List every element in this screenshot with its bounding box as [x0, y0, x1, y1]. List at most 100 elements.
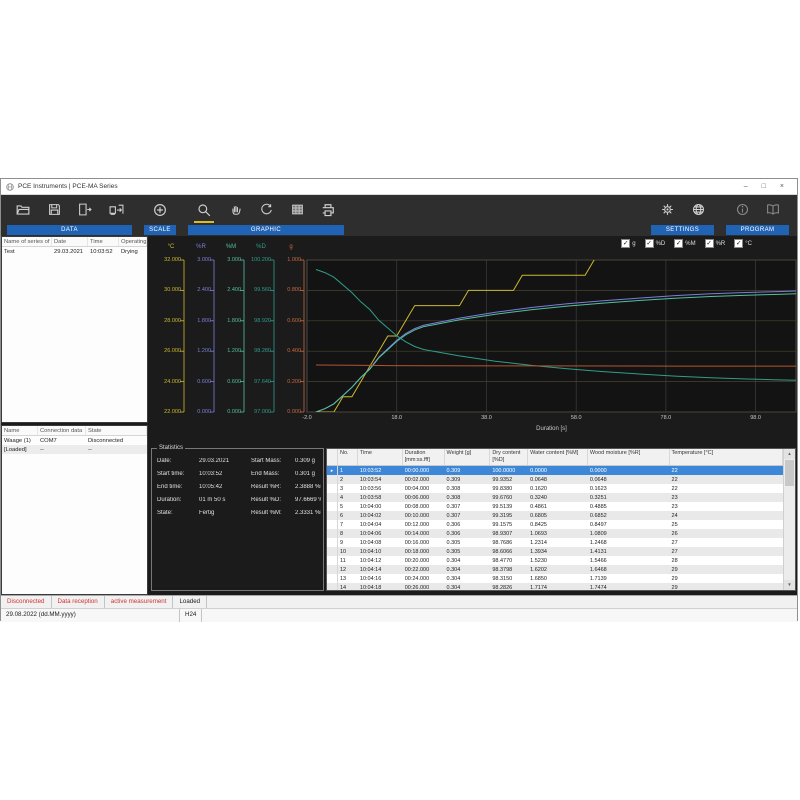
column-header[interactable]: Dry content [%D] — [490, 449, 529, 465]
open-file-button[interactable] — [9, 198, 37, 222]
table-row[interactable]: 5 10:04:00 00:08.000 0.307 99.5139 0.4861 0.48… — [327, 502, 783, 511]
column-header[interactable]: State — [86, 426, 147, 435]
table-row[interactable]: 12 10:04:14 00:22.000 0.304 98.3798 1.6202 1.6… — [327, 565, 783, 574]
export-file-button[interactable] — [71, 198, 99, 222]
checkbox-icon[interactable]: ✓ — [644, 239, 654, 248]
legend-item-%R[interactable]: ✓ %R — [704, 239, 725, 248]
column-header[interactable]: Time — [88, 237, 119, 246]
row-selector[interactable] — [327, 511, 338, 520]
legend-item-g[interactable]: ✓ g — [621, 239, 636, 248]
row-selector[interactable] — [327, 574, 338, 583]
table-cell: 1.4131 — [589, 548, 607, 555]
table-row[interactable]: [Loaded] -- -- — [2, 445, 147, 454]
minimize-button[interactable]: – — [743, 183, 748, 190]
manual-button[interactable] — [759, 198, 787, 222]
column-header[interactable]: No. — [338, 449, 358, 465]
table-cell: 10:03:56 — [359, 485, 382, 492]
zoom-extents-button[interactable] — [146, 198, 174, 222]
table-row[interactable]: ▸ 1 10:03:52 00:00.000 0.309 100.0000 0.0000 0.… — [327, 466, 783, 475]
column-header[interactable]: Weight [g] — [445, 449, 491, 465]
export-device-button[interactable] — [102, 198, 130, 222]
axis-tick-label: 28.000 — [164, 317, 181, 324]
row-selector[interactable] — [327, 493, 338, 502]
export-file-icon — [79, 203, 92, 216]
table-cell: 0.6852 — [589, 512, 607, 519]
checkbox-icon[interactable]: ✓ — [621, 239, 631, 248]
table-cell: 100.0000 — [492, 467, 516, 474]
table-cell: 29 — [671, 584, 678, 591]
table-row[interactable]: 2 10:03:54 00:02.000 0.309 99.9352 0.0648 0.06… — [327, 475, 783, 484]
row-selector[interactable]: ▸ — [327, 466, 338, 475]
axis-title-g: g — [289, 244, 293, 250]
table-row[interactable]: 4 10:03:58 00:06.000 0.308 99.6760 0.3240 0.32… — [327, 493, 783, 502]
scrollbar-thumb[interactable] — [785, 460, 794, 486]
row-selector[interactable] — [327, 529, 338, 538]
row-selector[interactable] — [327, 538, 338, 547]
table-header: No. Time Duration [mm:ss.fff] Weight [g] Dry… — [327, 449, 783, 466]
checkbox-icon[interactable]: ✓ — [734, 239, 744, 248]
table-cell: 0.309 — [446, 476, 461, 483]
table-row[interactable]: 11 10:04:12 00:20.000 0.304 98.4770 1.5230 1.5… — [327, 556, 783, 565]
legend-item-%M[interactable]: ✓ %M — [674, 239, 696, 248]
column-header[interactable]: Time — [358, 449, 403, 465]
row-selector[interactable] — [327, 583, 338, 590]
table-cell: 0.0000 — [530, 467, 547, 474]
measurement-table-body[interactable]: No. Time Duration [mm:ss.fff] Weight [g] Dry… — [327, 449, 783, 590]
settings-button[interactable] — [653, 198, 681, 222]
table-view-button[interactable] — [283, 198, 311, 222]
table-row[interactable]: 14 10:04:18 00:26.000 0.304 98.2826 1.7174 1.7… — [327, 583, 783, 590]
table-cell: Disconnected — [88, 437, 124, 444]
row-selector[interactable] — [327, 502, 338, 511]
table-cell: 00:14.000 — [404, 530, 430, 537]
export-device-icon — [109, 204, 123, 215]
axis-tick-label: 1.800 — [227, 317, 241, 324]
series-list-table[interactable]: Name of series of me...DateTimeOperating… — [1, 236, 148, 423]
table-row[interactable]: 3 10:03:56 00:04.000 0.308 99.8380 0.1620 0.16… — [327, 484, 783, 493]
chart-plot[interactable] — [148, 236, 800, 444]
table-scrollbar[interactable]: ▲ ▼ — [783, 449, 795, 590]
row-selector[interactable] — [327, 565, 338, 574]
table-row[interactable]: 7 10:04:04 00:12.000 0.306 99.1575 0.8425 0.84… — [327, 520, 783, 529]
column-header[interactable]: Name of series of me... — [2, 237, 52, 246]
table-row[interactable]: Test 29.03.2021 10:03:52 Drying — [2, 247, 147, 256]
save-button[interactable] — [40, 198, 68, 222]
info-button[interactable] — [728, 198, 756, 222]
table-row[interactable]: 6 10:04:02 00:10.000 0.307 99.3195 0.6805 0.68… — [327, 511, 783, 520]
scroll-down-icon[interactable]: ▼ — [784, 580, 795, 590]
maximize-button[interactable]: □ — [761, 183, 766, 190]
stat-value: 2.3331 %M — [295, 510, 321, 516]
table-row[interactable]: 9 10:04:08 00:16.000 0.305 98.7686 1.2314 1.24… — [327, 538, 783, 547]
table-row[interactable]: 8 10:04:06 00:14.000 0.306 98.9307 1.0693 1.08… — [327, 529, 783, 538]
legend-item-%D[interactable]: ✓ %D — [644, 239, 665, 248]
table-row[interactable]: Waage (1) COM7 Disconnected — [2, 436, 147, 445]
row-selector[interactable] — [327, 475, 338, 484]
info-icon — [736, 203, 748, 216]
column-header[interactable]: Name — [2, 426, 38, 435]
table-row[interactable]: 13 10:04:16 00:24.000 0.304 98.3150 1.6850 1.7… — [327, 574, 783, 583]
column-header[interactable]: Wood moisture [%R] — [588, 449, 670, 465]
column-header[interactable]: Connection data — [38, 426, 86, 435]
column-header[interactable]: Duration [mm:ss.fff] — [403, 449, 445, 465]
table-cell: 00:24.000 — [404, 575, 430, 582]
scroll-up-icon[interactable]: ▲ — [784, 449, 795, 459]
language-button[interactable] — [684, 198, 712, 222]
row-selector[interactable] — [327, 520, 338, 529]
zoom-button[interactable] — [190, 198, 218, 223]
close-button[interactable]: × — [779, 183, 784, 190]
row-selector[interactable] — [327, 484, 338, 493]
table-row[interactable]: 10 10:04:10 00:18.000 0.305 98.6066 1.3934 1.4… — [327, 547, 783, 556]
checkbox-icon[interactable]: ✓ — [674, 239, 684, 248]
column-header[interactable]: Date — [52, 237, 88, 246]
print-button[interactable] — [314, 198, 342, 222]
row-selector[interactable] — [327, 556, 338, 565]
column-header[interactable]: Water content [%M] — [528, 449, 588, 465]
column-header[interactable]: Temperature [°C] — [670, 449, 783, 465]
checkbox-icon[interactable]: ✓ — [704, 239, 714, 248]
row-selector[interactable] — [327, 547, 338, 556]
pan-button[interactable] — [221, 198, 249, 222]
axis-tick-label: 98.280 — [254, 348, 271, 355]
device-list-table[interactable]: Name Connection data State Waage (1) COM7 Dis… — [1, 425, 148, 595]
reset-view-button[interactable] — [252, 198, 280, 222]
column-header[interactable]: Operating ... — [121, 237, 147, 246]
legend-item-°C[interactable]: ✓ °C — [734, 239, 752, 248]
